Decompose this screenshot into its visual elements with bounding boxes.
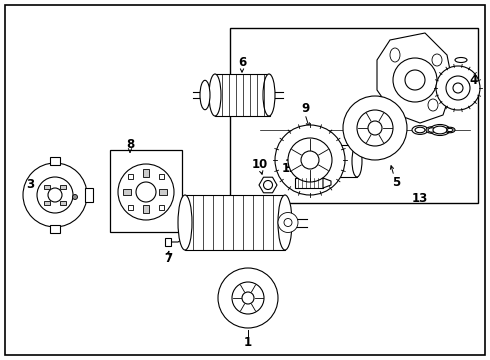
Circle shape [288, 138, 332, 182]
Ellipse shape [178, 195, 192, 250]
Ellipse shape [263, 74, 275, 116]
Text: 5: 5 [392, 175, 400, 189]
Text: 2: 2 [458, 84, 466, 96]
Bar [143, 205, 149, 213]
Circle shape [302, 156, 306, 160]
Ellipse shape [447, 129, 453, 132]
Circle shape [73, 194, 77, 199]
Circle shape [301, 151, 319, 169]
Bar [143, 169, 149, 177]
Circle shape [136, 182, 156, 202]
Ellipse shape [352, 145, 362, 177]
Bar [215, 74, 270, 116]
Bar [44, 202, 49, 206]
Text: 4: 4 [470, 73, 478, 86]
Circle shape [232, 282, 264, 314]
Circle shape [393, 58, 437, 102]
Text: 8: 8 [126, 139, 134, 152]
Circle shape [302, 162, 306, 166]
Circle shape [264, 180, 272, 189]
Bar [60, 185, 67, 189]
Bar [128, 205, 133, 210]
Ellipse shape [430, 125, 450, 135]
Text: 6: 6 [238, 55, 246, 68]
Ellipse shape [433, 126, 447, 134]
Bar [297, 154, 311, 168]
Bar [50, 225, 60, 233]
Text: 12: 12 [282, 162, 298, 175]
Circle shape [436, 66, 480, 110]
Circle shape [218, 268, 278, 328]
Circle shape [343, 96, 407, 160]
Text: 10: 10 [252, 158, 268, 171]
Text: 13: 13 [412, 192, 428, 204]
Text: 9: 9 [301, 102, 309, 114]
Bar [159, 174, 164, 179]
Bar [110, 150, 182, 232]
Ellipse shape [426, 127, 438, 133]
Ellipse shape [390, 48, 400, 62]
Ellipse shape [455, 58, 467, 63]
Circle shape [118, 164, 174, 220]
Text: 7: 7 [164, 252, 172, 265]
Bar [185, 195, 285, 250]
Circle shape [37, 177, 73, 213]
Bar [295, 178, 323, 188]
Circle shape [23, 163, 87, 227]
Circle shape [368, 121, 382, 135]
Polygon shape [323, 178, 331, 188]
Circle shape [284, 219, 292, 226]
Circle shape [242, 292, 254, 304]
Bar [159, 189, 167, 195]
Text: 3: 3 [26, 179, 34, 192]
Circle shape [278, 212, 298, 233]
Bar [85, 188, 93, 202]
Bar [230, 28, 478, 203]
Bar [159, 205, 164, 210]
Polygon shape [377, 33, 453, 123]
Ellipse shape [310, 145, 320, 177]
Circle shape [357, 110, 393, 146]
Circle shape [48, 188, 62, 202]
Bar [44, 185, 49, 189]
Circle shape [446, 76, 470, 100]
Ellipse shape [445, 127, 455, 133]
Bar [60, 202, 67, 206]
Ellipse shape [209, 74, 221, 116]
Ellipse shape [432, 54, 442, 66]
Bar [123, 189, 131, 195]
Ellipse shape [200, 80, 210, 110]
Ellipse shape [428, 99, 438, 111]
Circle shape [275, 125, 345, 195]
Bar [50, 157, 60, 165]
Bar [165, 238, 171, 246]
Ellipse shape [415, 127, 425, 133]
Bar [128, 174, 133, 179]
Ellipse shape [278, 195, 292, 250]
Ellipse shape [428, 128, 436, 132]
Bar [315, 145, 357, 177]
Circle shape [453, 83, 463, 93]
Text: 11: 11 [285, 158, 301, 171]
Circle shape [405, 70, 425, 90]
Text: 1: 1 [244, 336, 252, 348]
Polygon shape [259, 177, 277, 193]
Ellipse shape [412, 126, 428, 134]
